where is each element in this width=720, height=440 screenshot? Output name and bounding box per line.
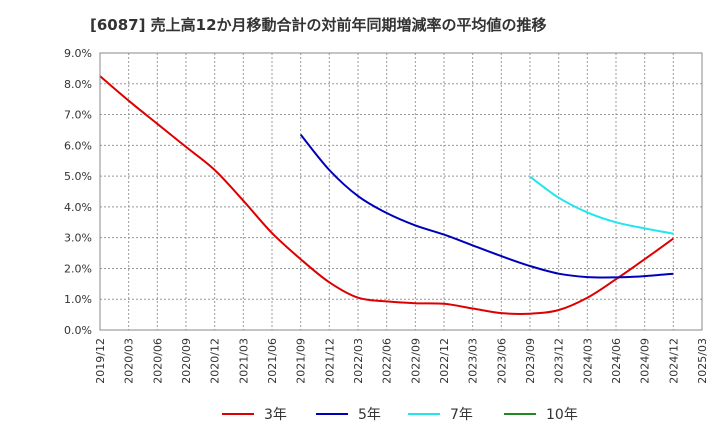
plot-frame	[99, 52, 703, 331]
legend-item-1: 5年	[316, 407, 381, 423]
grid	[99, 52, 703, 331]
y-tick-label: 9.0%	[64, 47, 92, 60]
x-tick-label: 2023/03	[467, 338, 480, 384]
series-lines	[99, 75, 674, 315]
legend-item-3: 10年	[504, 407, 578, 423]
series-line-0	[99, 75, 674, 315]
y-tick-label: 4.0%	[64, 201, 92, 214]
y-tick-label: 7.0%	[64, 109, 92, 122]
x-tick-label: 2021/09	[295, 338, 308, 384]
series-line-2	[529, 175, 674, 235]
x-tick-label: 2024/12	[667, 338, 680, 384]
y-axis-ticks: 0.0% 1.0% 2.0% 3.0% 4.0% 5.0% 6.0% 7.0% 8.0% 9.0%	[64, 47, 92, 337]
y-tick-label: 3.0%	[64, 232, 92, 245]
chart-title: [6087] 売上高12か月移動合計の対前年同期増減率の平均値の推移	[90, 16, 547, 34]
x-tick-label: 2024/09	[639, 338, 652, 384]
x-tick-label: 2024/03	[581, 338, 594, 384]
x-tick-label: 2019/12	[94, 338, 107, 384]
y-tick-label: 5.0%	[64, 170, 92, 183]
x-tick-label: 2022/09	[409, 338, 422, 384]
legend-label: 10年	[546, 407, 578, 423]
x-tick-label: 2022/12	[438, 338, 451, 384]
legend-label: 7年	[450, 407, 473, 423]
x-tick-label: 2020/03	[123, 338, 136, 384]
x-tick-label: 2021/06	[266, 338, 279, 384]
y-tick-label: 2.0%	[64, 262, 92, 275]
x-tick-label: 2020/12	[209, 338, 222, 384]
x-tick-label: 2022/06	[381, 338, 394, 384]
legend-label: 5年	[358, 407, 381, 423]
x-tick-label: 2023/09	[524, 338, 537, 384]
legend-item-2: 7年	[408, 407, 473, 423]
x-tick-label: 2024/06	[610, 338, 623, 384]
x-tick-label: 2025/03	[696, 338, 709, 384]
legend-item-0: 3年	[222, 407, 287, 423]
x-tick-label: 2023/12	[553, 338, 566, 384]
legend: 3年 5年 7年 10年	[222, 407, 578, 423]
series-line-1	[299, 133, 674, 279]
x-tick-label: 2020/06	[151, 338, 164, 384]
x-tick-label: 2022/03	[352, 338, 365, 384]
y-tick-label: 1.0%	[64, 293, 92, 306]
y-tick-label: 8.0%	[64, 78, 92, 91]
x-tick-label: 2023/06	[495, 338, 508, 384]
x-tick-label: 2020/09	[180, 338, 193, 384]
x-tick-label: 2021/12	[323, 338, 336, 384]
legend-label: 3年	[264, 407, 287, 423]
y-tick-label: 0.0%	[64, 324, 92, 337]
y-tick-label: 6.0%	[64, 139, 92, 152]
x-tick-label: 2021/03	[237, 338, 250, 384]
x-axis-ticks: 2019/12 2020/03 2020/06 2020/09 2020/12 2021/…	[94, 338, 709, 384]
